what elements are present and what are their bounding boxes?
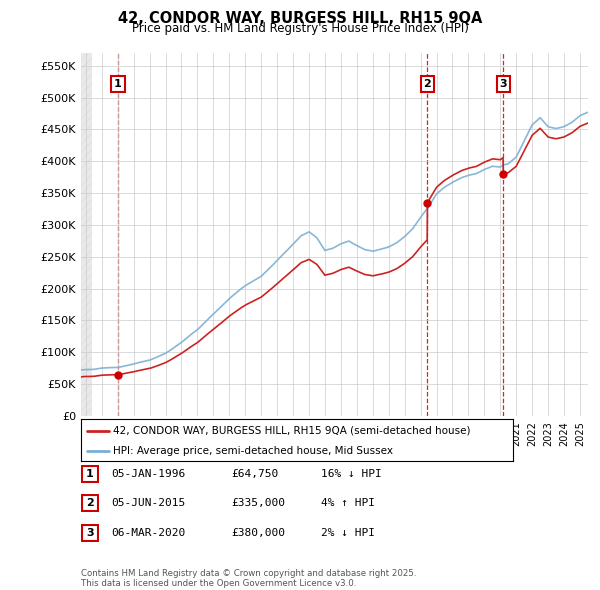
Text: 1: 1 — [114, 79, 122, 89]
Text: 2: 2 — [86, 499, 94, 508]
Text: 3: 3 — [499, 79, 507, 89]
Text: Contains HM Land Registry data © Crown copyright and database right 2025.
This d: Contains HM Land Registry data © Crown c… — [81, 569, 416, 588]
Text: 3: 3 — [86, 528, 94, 537]
Text: 05-JUN-2015: 05-JUN-2015 — [111, 499, 185, 508]
Text: 06-MAR-2020: 06-MAR-2020 — [111, 528, 185, 537]
Text: 1: 1 — [86, 469, 94, 478]
Text: 2: 2 — [424, 79, 431, 89]
Text: 05-JAN-1996: 05-JAN-1996 — [111, 469, 185, 478]
Text: £380,000: £380,000 — [231, 528, 285, 537]
Text: 42, CONDOR WAY, BURGESS HILL, RH15 9QA: 42, CONDOR WAY, BURGESS HILL, RH15 9QA — [118, 11, 482, 25]
Text: HPI: Average price, semi-detached house, Mid Sussex: HPI: Average price, semi-detached house,… — [113, 446, 394, 455]
Text: 4% ↑ HPI: 4% ↑ HPI — [321, 499, 375, 508]
Bar — [81, 53, 92, 416]
Text: 2% ↓ HPI: 2% ↓ HPI — [321, 528, 375, 537]
Text: £335,000: £335,000 — [231, 499, 285, 508]
Text: 16% ↓ HPI: 16% ↓ HPI — [321, 469, 382, 478]
Text: Price paid vs. HM Land Registry's House Price Index (HPI): Price paid vs. HM Land Registry's House … — [131, 22, 469, 35]
Text: 42, CONDOR WAY, BURGESS HILL, RH15 9QA (semi-detached house): 42, CONDOR WAY, BURGESS HILL, RH15 9QA (… — [113, 426, 471, 436]
Text: £64,750: £64,750 — [231, 469, 278, 478]
